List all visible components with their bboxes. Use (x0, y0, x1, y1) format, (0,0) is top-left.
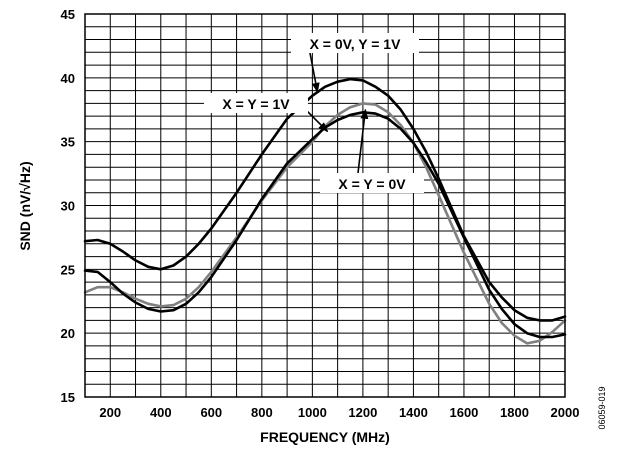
x-tick-label: 200 (99, 405, 121, 420)
annotation-label: X = Y = 1V (222, 96, 290, 112)
x-tick-label: 1800 (500, 405, 529, 420)
x-tick-label: 1600 (449, 405, 478, 420)
figure-id-label: 06059-019 (597, 386, 607, 429)
x-axis-title: FREQUENCY (MHz) (260, 429, 390, 445)
annotation-arrow (357, 108, 369, 174)
grid-lines (85, 14, 565, 397)
series-line-2 (83, 111, 567, 339)
x-tick-label: 800 (251, 405, 273, 420)
x-tick-label: 1200 (348, 405, 377, 420)
y-axis-title: SND (nV/√Hz) (17, 161, 33, 250)
y-tick-label: 15 (61, 390, 75, 405)
x-tick-label: 1400 (399, 405, 428, 420)
y-tick-label: 40 (61, 71, 75, 86)
series-line-1 (83, 77, 567, 322)
x-tick-label: 2000 (551, 405, 580, 420)
annotation-label-background (320, 173, 424, 193)
y-tick-label: 25 (61, 262, 75, 277)
x-tick-label: 400 (150, 405, 172, 420)
y-tick-label: 30 (61, 199, 75, 214)
annotation-label: X = 0V, Y = 1V (310, 36, 401, 52)
x-tick-label: 1000 (298, 405, 327, 420)
y-tick-label: 45 (61, 7, 75, 22)
series-lines (83, 77, 567, 345)
annotation-arrow (309, 52, 320, 93)
annotation-label-background (291, 33, 419, 53)
y-tick-label: 35 (61, 135, 75, 150)
annotations: X = 0V, Y = 1V X = Y = 1V X = Y = 0V (204, 33, 424, 193)
y-tick-label: 20 (61, 326, 75, 341)
tick-labels: 200 400 600 800 1000 1200 1400 1600 1800 2000 15 20… (61, 7, 580, 420)
annotation-label-background (204, 93, 308, 113)
plot-frame (84, 13, 566, 398)
series-line-3 (83, 102, 567, 345)
annotation-label: X = Y = 0V (338, 176, 406, 192)
x-tick-label: 600 (200, 405, 222, 420)
